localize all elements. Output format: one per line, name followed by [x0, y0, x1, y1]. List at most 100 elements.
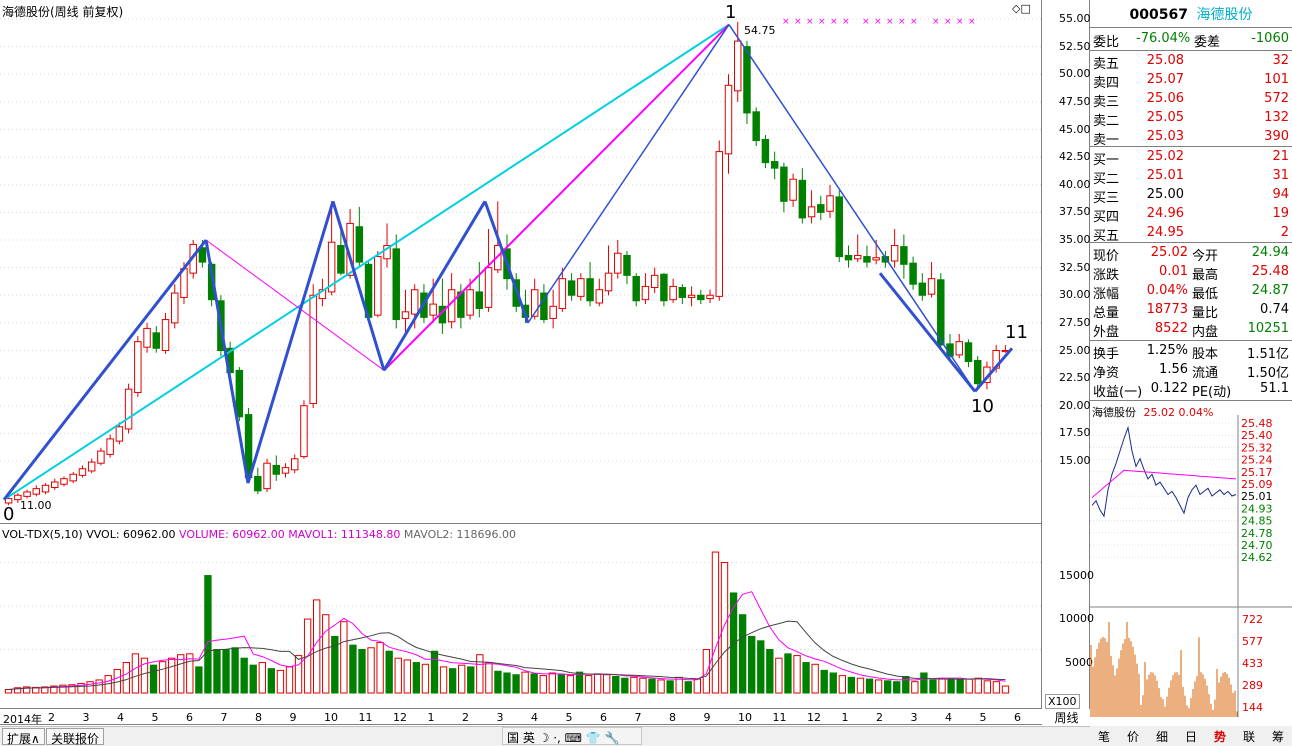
- intraday-panel[interactable]: 海德股份 25.02 0.04% 25.48 25.40 25.32 25.24 25.…: [1090, 400, 1292, 726]
- volume-bar-up: [322, 614, 330, 694]
- date-month: 8: [255, 711, 262, 724]
- intraday-tab[interactable]: 筹: [1271, 730, 1284, 744]
- intraday-tab[interactable]: 细: [1155, 730, 1168, 744]
- volume-bar-down: [358, 649, 366, 694]
- candle-down: [337, 245, 345, 274]
- intraday-tab[interactable]: 价: [1126, 730, 1139, 744]
- intraday-vol-label: 144: [1242, 701, 1263, 714]
- candle-up: [734, 40, 742, 92]
- date-month: 6: [600, 711, 607, 724]
- ask-row: 卖三 25.06 572: [1090, 90, 1292, 110]
- date-month: 9: [703, 711, 711, 724]
- candle-up: [715, 151, 724, 297]
- bid-row-label: 买二: [1093, 172, 1120, 187]
- mavol2-line: [8, 620, 1006, 690]
- volume-bar-up: [439, 666, 448, 694]
- volume-bar-up: [22, 686, 31, 694]
- fund-row-l1: 换手: [1093, 347, 1120, 362]
- candle-up: [97, 450, 105, 464]
- intraday-tab[interactable]: 日: [1184, 730, 1197, 744]
- wave-line-blue: [527, 24, 730, 324]
- date-month: 8: [669, 711, 676, 724]
- fund-row-v1: 1.25%: [1146, 343, 1188, 358]
- price-axis-label: 30.00: [1059, 288, 1091, 302]
- intraday-tabs: 笔价细日势联筹: [1090, 726, 1292, 746]
- volume-bar-down: [929, 679, 937, 694]
- intraday-price-label: 25.40: [1241, 429, 1273, 442]
- stat-row-v1: 18773: [1146, 302, 1188, 317]
- corner-icons[interactable]: ◇□: [1012, 2, 1031, 15]
- signal-marker: ×: [910, 17, 918, 27]
- vol-svg: [0, 551, 1042, 694]
- volume-bar-down: [883, 680, 892, 694]
- candle-down: [475, 291, 484, 310]
- volume-bar-down: [820, 669, 828, 694]
- date-month: 6: [1014, 711, 1021, 724]
- volume-bar-up: [702, 649, 711, 694]
- low-price-label: 11.00: [20, 499, 52, 512]
- volume-bar-up: [476, 654, 484, 694]
- candle-down: [272, 464, 280, 475]
- volume-bar-up: [856, 677, 865, 694]
- volume-bar-down: [349, 644, 357, 694]
- wave-line-cyan: [3, 23, 730, 501]
- intraday-tab[interactable]: 联: [1242, 730, 1255, 744]
- candle-up: [134, 341, 142, 393]
- candle-up: [143, 327, 151, 348]
- ask-row-price: 25.03: [1146, 129, 1184, 144]
- ime-toolbar[interactable]: 国 英 ☽ ·, ⌨ 👕 🔧: [502, 727, 642, 745]
- candle-down: [835, 196, 843, 258]
- period-label[interactable]: 周线: [1054, 711, 1079, 725]
- ask-row-price: 25.07: [1146, 72, 1184, 87]
- candle-up: [955, 341, 963, 356]
- date-month: 5: [565, 711, 573, 724]
- stock-code: 000567: [1129, 7, 1188, 23]
- candle-down: [761, 138, 770, 164]
- stat-row-v1: 0.01: [1159, 264, 1188, 279]
- candle-up: [724, 84, 733, 155]
- bid-row-label: 买三: [1093, 191, 1120, 206]
- wave-line-magenta: [205, 239, 385, 371]
- candle-up: [706, 294, 714, 300]
- candle-down: [743, 46, 751, 114]
- intraday-tab[interactable]: 笔: [1097, 730, 1110, 744]
- candle-down: [235, 369, 244, 418]
- volume-bar-up: [1001, 685, 1010, 694]
- candle-down: [586, 278, 594, 302]
- candle-up: [669, 285, 677, 301]
- related-quote-tab[interactable]: 关联报价: [46, 728, 105, 746]
- volume-bar-up: [167, 657, 176, 694]
- volume-bar-down: [802, 662, 810, 694]
- volume-bar-down: [467, 666, 475, 694]
- intraday-price-label: 24.93: [1241, 502, 1273, 515]
- bid-row-label: 买四: [1093, 210, 1120, 225]
- volume-bar-up: [276, 669, 285, 694]
- intraday-tab[interactable]: 势: [1213, 730, 1226, 744]
- volume-chart[interactable]: VOL-TDX(5,10) VVOL: 60962.00 VOLUME: 609…: [0, 524, 1042, 709]
- volume-bar-up: [811, 663, 819, 694]
- candle-up: [4, 498, 13, 504]
- wave-line-blue: [382, 200, 487, 372]
- ask-row-volume: 390: [1264, 129, 1289, 144]
- candle-down: [770, 161, 779, 169]
- volume-bar-down: [430, 650, 439, 694]
- candle-down: [540, 292, 548, 321]
- date-month: 10: [324, 711, 338, 724]
- intraday-title: 海德股份: [1092, 406, 1136, 419]
- volume-bar-up: [874, 679, 883, 694]
- stat-row-v1: 0.04%: [1146, 283, 1188, 298]
- expand-tab[interactable]: 扩展∧: [2, 728, 45, 746]
- date-month: 3: [496, 711, 504, 724]
- candle-up: [466, 289, 474, 316]
- kline-chart[interactable]: 海德股份(周线 前复权) ◇□ × × × × × × × × × × × × × × × 0 1 10 1…: [0, 0, 1042, 525]
- candle-up: [161, 319, 170, 351]
- wave-label-1: 1: [725, 2, 737, 23]
- signal-marker: ×: [830, 17, 838, 27]
- volume-bar-up: [158, 661, 167, 694]
- weibi-label: 委比: [1093, 35, 1120, 50]
- date-month: 4: [945, 711, 952, 724]
- wave-label-11: 11: [1005, 322, 1028, 343]
- candle-down: [152, 332, 161, 349]
- candle-up: [604, 272, 613, 292]
- volume-bar-down: [766, 649, 774, 694]
